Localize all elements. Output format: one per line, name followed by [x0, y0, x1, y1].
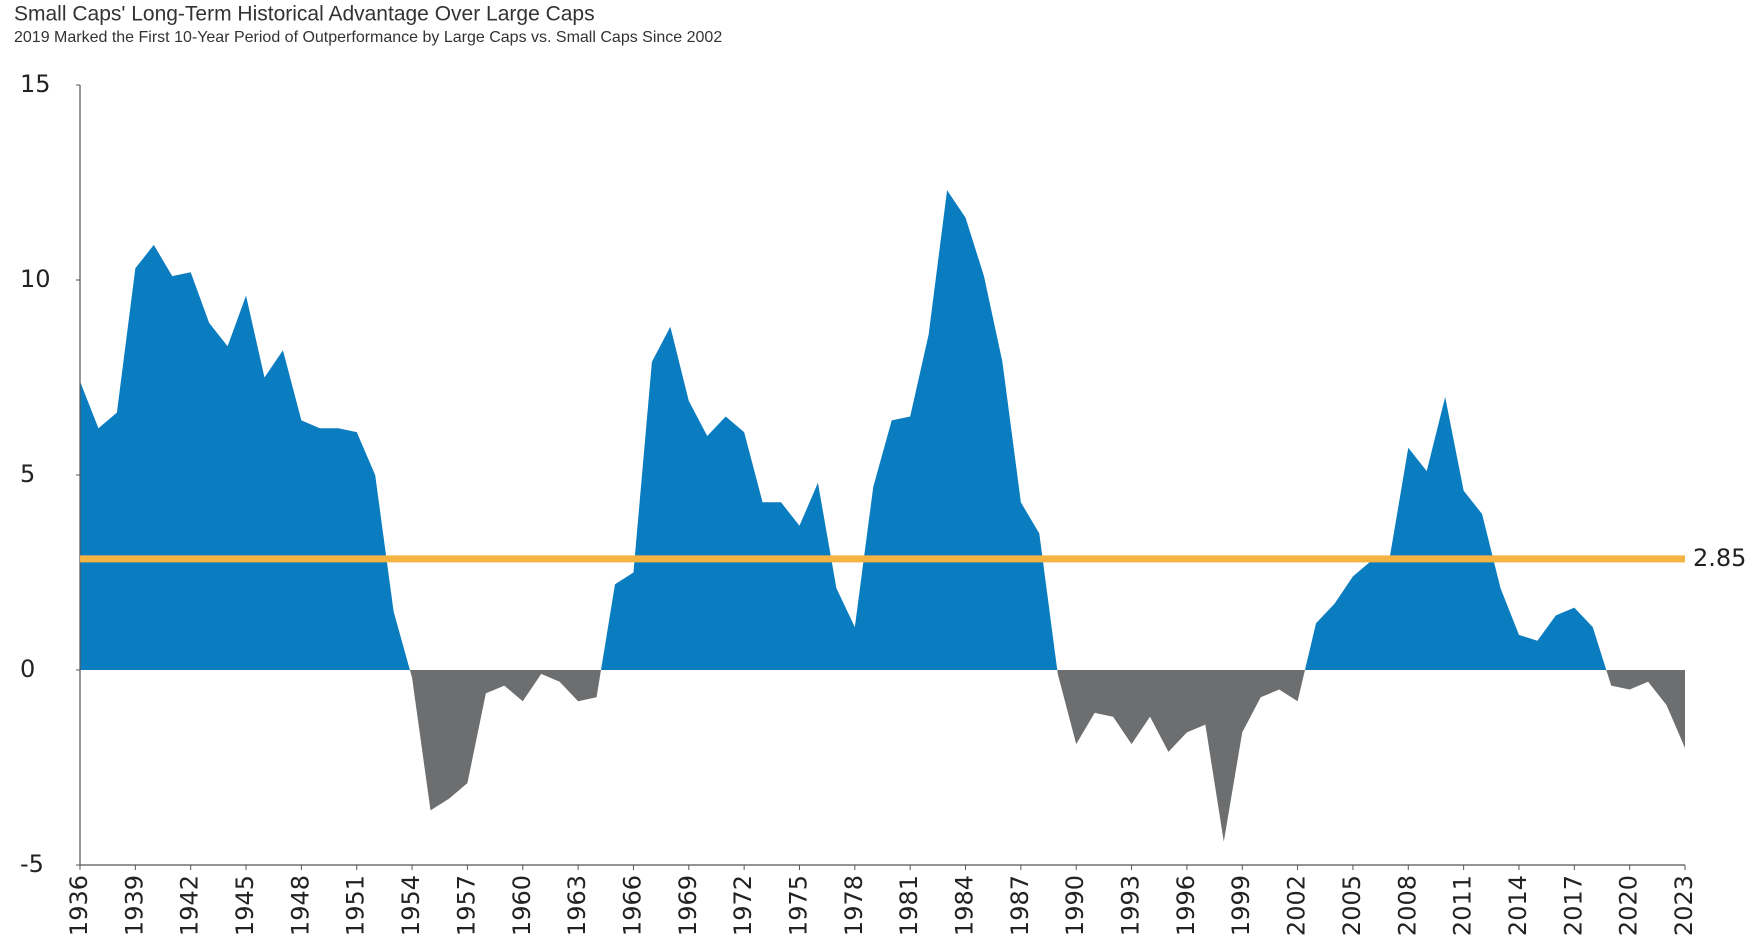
x-tick-label: 2005	[1338, 875, 1366, 936]
x-tick-label: 1981	[895, 875, 923, 936]
x-tick-label: 1948	[286, 875, 314, 936]
x-tick-label: 2020	[1615, 875, 1643, 936]
x-tick-label: 2011	[1449, 875, 1477, 936]
x-tick-label: 1954	[397, 875, 425, 936]
x-tick-label: 1960	[508, 875, 536, 936]
x-tick-label: 1945	[231, 875, 259, 936]
x-tick-label: 1951	[342, 875, 370, 936]
x-tick-label: 1963	[563, 875, 591, 936]
x-tick-label: 1975	[784, 875, 812, 936]
x-tick-label: 2008	[1393, 875, 1421, 936]
x-tick-label: 1957	[452, 875, 480, 936]
x-tick-label: 1939	[120, 875, 148, 936]
x-tick-label: 1987	[1006, 875, 1034, 936]
x-tick-label: 2014	[1504, 875, 1532, 936]
y-tick-label: 0	[20, 655, 35, 683]
y-tick-label: 10	[20, 265, 51, 293]
area-positive	[80, 190, 1685, 670]
x-tick-label: 1942	[176, 875, 204, 936]
x-tick-label: 1966	[618, 875, 646, 936]
x-tick-label: 1969	[674, 875, 702, 936]
y-tick-label: 15	[20, 70, 51, 98]
chart-title: Small Caps' Long-Term Historical Advanta…	[14, 3, 595, 26]
y-tick-label: -5	[20, 850, 44, 878]
x-tick-label: 1972	[729, 875, 757, 936]
x-tick-label: 1978	[840, 875, 868, 936]
x-tick-label: 1936	[65, 875, 93, 936]
x-tick-label: 1984	[951, 875, 979, 936]
area-negative	[80, 670, 1685, 842]
x-tick-label: 2002	[1283, 875, 1311, 936]
x-tick-label: 1990	[1061, 875, 1089, 936]
y-tick-label: 5	[20, 460, 35, 488]
average-label: 2.85	[1693, 544, 1746, 572]
x-tick-label: 1999	[1227, 875, 1255, 936]
x-tick-label: 1993	[1117, 875, 1145, 936]
x-tick-label: 2017	[1559, 875, 1587, 936]
chart-subtitle: 2019 Marked the First 10-Year Period of …	[14, 29, 722, 46]
x-tick-label: 2023	[1670, 875, 1698, 936]
x-tick-label: 1996	[1172, 875, 1200, 936]
